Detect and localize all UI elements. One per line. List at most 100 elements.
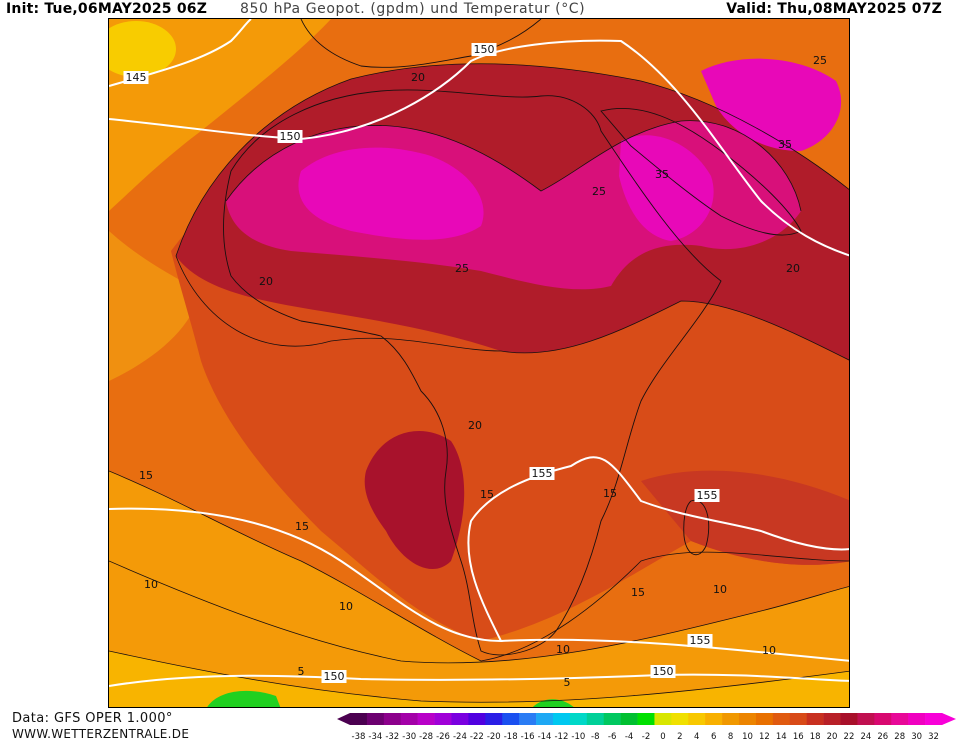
legend-tick-label: -32 [385, 732, 399, 740]
legend-tick-label: -4 [625, 732, 633, 740]
legend-tick-label: 24 [860, 732, 871, 740]
data-source: Data: GFS OPER 1.000° [12, 711, 173, 726]
legend-tick-label: 4 [694, 732, 699, 740]
isohypse-155-south [109, 456, 849, 643]
isohypse-150-south [109, 673, 849, 687]
field-sahara-pink-west [298, 147, 484, 240]
legend-swatch [620, 713, 638, 725]
isotherm-label: 10 [339, 600, 353, 613]
legend-tick-label: 32 [928, 732, 939, 740]
legend-tick-label: 0 [660, 732, 665, 740]
legend-tick-label: -20 [487, 732, 501, 740]
legend-tick-label: 8 [728, 732, 733, 740]
legend-swatch [874, 713, 892, 725]
isotherm-label: 20 [786, 262, 800, 275]
legend-swatch [552, 713, 571, 725]
temperature-legend: -38 -34 -32 -30 -28 -26 -24 -22 -20 -18 -16 -14 -12-… [336, 712, 958, 742]
legend-swatch [637, 713, 655, 725]
legend-arrow-left [337, 713, 350, 725]
legend-swatch [366, 713, 385, 725]
field-atlantic-orange [109, 231, 201, 381]
legend-tick-label: -14 [538, 732, 552, 740]
isohypse-label: 150 [653, 665, 674, 678]
legend-swatch [434, 713, 452, 725]
isohypse-label: 155 [697, 489, 718, 502]
africa-coastline [223, 89, 722, 656]
isohypse-label-box [123, 71, 149, 84]
isohypse-label: 155 [532, 467, 553, 480]
isotherms [109, 63, 849, 703]
legend-swatch [772, 713, 791, 725]
legend-tick-label: -8 [591, 732, 599, 740]
weather-map: 20 20 25 25 35 25 35 20 20 15 15 15 15 10 10 15 10 10 10 5 5… [108, 18, 850, 708]
field-sahara-pink-east [619, 135, 714, 241]
temperature-field [109, 19, 849, 707]
isohypse-label-box [277, 130, 303, 143]
legend-tick-label: 12 [759, 732, 770, 740]
legend-tick-label: 10 [742, 732, 753, 740]
field-northwest-yellow [109, 21, 176, 77]
legend-tick-label: -18 [504, 732, 518, 740]
legend-swatch [383, 713, 402, 725]
legend-swatch [569, 713, 588, 725]
legend-swatch [688, 713, 706, 725]
legend-tick-label: 30 [911, 732, 922, 740]
legend-swatch [823, 713, 841, 725]
init-time: Init: Tue,06MAY2025 06Z [6, 1, 208, 17]
legend-tick-label: -30 [402, 732, 416, 740]
legend-swatch [739, 713, 757, 725]
coastlines [223, 19, 802, 656]
isotherm-20-north [175, 63, 849, 257]
legend-swatch [908, 713, 926, 725]
isohypse-label-box [687, 634, 713, 647]
isotherm-5-south [109, 650, 849, 703]
arabia-coast [600, 107, 802, 236]
legend-swatch [451, 713, 469, 725]
legend-swatch [603, 713, 621, 725]
isotherm-label: 10 [556, 643, 570, 656]
isotherm-label: 15 [631, 586, 645, 599]
isotherm-label: 15 [603, 487, 617, 500]
field-south-green [207, 690, 281, 707]
madagascar-coast [683, 499, 710, 556]
legend-tick-label: -22 [470, 732, 484, 740]
legend-tick-label: 14 [776, 732, 787, 740]
isotherm-label: 10 [713, 583, 727, 596]
isohypse-label-box [694, 489, 720, 502]
legend-swatch [350, 713, 368, 725]
legend-tick-label: -34 [368, 732, 382, 740]
isotherm-label: 10 [762, 644, 776, 657]
isotherm-label: 20 [259, 275, 273, 288]
isotherm-10-south [109, 560, 849, 664]
legend-tick-label: -12 [554, 732, 568, 740]
legend-tick-label: -2 [642, 732, 650, 740]
legend-tick-label: -24 [453, 732, 467, 740]
legend-swatch [722, 713, 740, 725]
isohypse-150-north [109, 39, 849, 257]
isotherm-label: 25 [592, 185, 606, 198]
isotherm-label: 20 [468, 419, 482, 432]
legend-tick-label: -16 [521, 732, 535, 740]
europe-coast [300, 19, 542, 68]
legend-tick-label: 16 [793, 732, 804, 740]
legend-swatch [536, 713, 554, 725]
legend-swatch [502, 713, 520, 725]
legend-tick-label: 6 [711, 732, 716, 740]
legend-tick-label: -10 [571, 732, 585, 740]
legend-arrow-right [942, 713, 956, 725]
legend-tick-label: 26 [877, 732, 888, 740]
isohypse-label-box [529, 467, 555, 480]
isotherm-15-south [109, 470, 849, 662]
legend-tick-label: 2 [677, 732, 682, 740]
isotherm-label: 15 [480, 488, 494, 501]
field-arabia-pink [701, 58, 842, 151]
legend-swatch [417, 713, 435, 725]
isotherm-label: 5 [298, 665, 305, 678]
field-kalahari-crimson [364, 431, 465, 570]
legend-swatch [654, 713, 672, 725]
legend-tick-label: 20 [827, 732, 838, 740]
legend-swatch [671, 713, 689, 725]
isohypse-155-bottom [500, 638, 849, 662]
legend-swatch [485, 713, 503, 725]
